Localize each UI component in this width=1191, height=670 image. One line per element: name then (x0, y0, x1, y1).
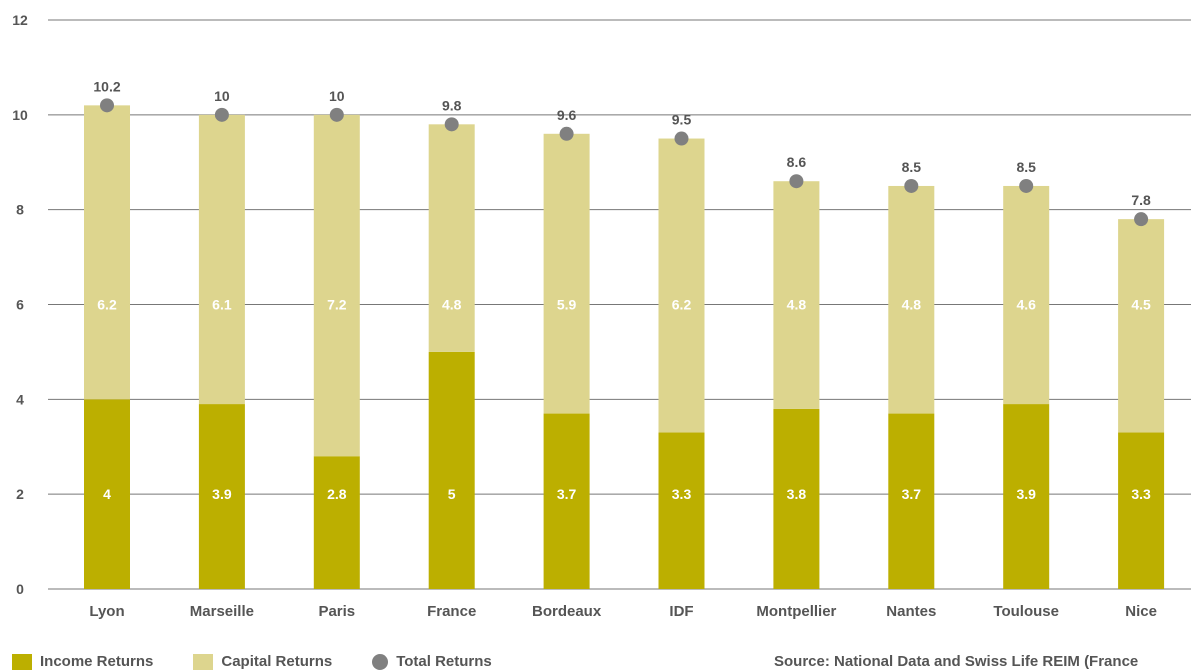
category-label: Bordeaux (532, 603, 602, 620)
total-marker (329, 107, 344, 122)
total-marker (1134, 212, 1149, 227)
total-value-label: 9.5 (672, 112, 692, 128)
capital-bar (198, 114, 245, 405)
capital-bar (428, 124, 475, 352)
total-marker (1019, 178, 1034, 193)
income-value-label: 3.8 (787, 486, 807, 502)
legend-item-income: Income Returns (12, 653, 153, 670)
income-value-label: 5 (448, 486, 456, 502)
category-label: Toulouse (993, 603, 1059, 620)
capital-value-label: 4.5 (1131, 297, 1151, 313)
income-value-label: 4 (103, 486, 111, 502)
y-tick-label: 0 (16, 581, 24, 597)
total-marker (789, 174, 804, 189)
legend-label-income: Income Returns (40, 653, 154, 670)
total-value-label: 10 (329, 88, 345, 104)
capital-swatch (193, 653, 214, 670)
capital-bar (773, 181, 820, 409)
capital-value-label: 6.2 (672, 297, 692, 313)
capital-bar (888, 185, 935, 414)
capital-value-label: 7.2 (327, 297, 347, 313)
category-label: Nice (1125, 603, 1157, 620)
income-value-label: 3.7 (902, 486, 922, 502)
y-tick-label: 4 (16, 391, 24, 407)
category-label: IDF (669, 603, 693, 620)
income-bar (888, 413, 935, 589)
y-axis-ticks: 0 2 4 6 8 10 12 (12, 12, 28, 597)
total-marker (100, 98, 114, 113)
total-marker (214, 107, 229, 122)
total-value-label: 8.6 (787, 154, 807, 170)
bars: 4 6.2 10.2 3.9 6.1 10 2.8 7.2 10 5 4.8 9.8 3.7 5.9 9.6… (84, 78, 1165, 589)
capital-value-label: 6.1 (212, 297, 232, 313)
income-value-label: 3.3 (672, 486, 692, 502)
y-tick-label: 6 (16, 297, 24, 313)
total-value-label: 9.6 (557, 107, 577, 123)
category-label: Lyon (89, 603, 124, 620)
legend: Income Returns Capital Returns Total Ret… (12, 653, 532, 670)
total-value-label: 10.2 (93, 78, 120, 94)
income-value-label: 3.9 (212, 486, 232, 502)
income-bar (198, 404, 245, 589)
legend-item-total: Total Returns (372, 653, 492, 670)
income-bar (313, 456, 360, 589)
capital-bar (658, 138, 705, 433)
total-marker (444, 117, 459, 132)
category-label: Marseille (190, 603, 254, 620)
legend-label-total: Total Returns (396, 653, 492, 670)
total-value-label: 9.8 (442, 97, 462, 113)
source-note: Source: National Data and Swiss Life REI… (774, 653, 1139, 670)
capital-value-label: 6.2 (97, 297, 117, 313)
income-value-label: 3.9 (1016, 486, 1036, 502)
total-marker (904, 178, 919, 193)
income-swatch (12, 653, 32, 670)
y-tick-label: 10 (12, 107, 28, 123)
income-value-label: 3.3 (1131, 486, 1151, 502)
total-value-label: 7.8 (1131, 192, 1151, 208)
x-axis-labels: Lyon Marseille Paris France Bordeaux IDF Montp… (89, 603, 1157, 620)
capital-value-label: 4.8 (787, 297, 807, 313)
legend-label-capital: Capital Returns (221, 653, 333, 670)
income-bar (84, 399, 130, 589)
capital-bar (1003, 185, 1050, 405)
capital-value-label: 4.8 (442, 297, 462, 313)
capital-bar (84, 105, 130, 400)
income-value-label: 2.8 (327, 486, 347, 502)
income-bar (1003, 404, 1050, 589)
category-label: Montpellier (756, 603, 836, 620)
capital-bar (313, 114, 360, 457)
category-label: Paris (318, 603, 355, 620)
income-bar (658, 432, 705, 589)
total-value-label: 8.5 (1016, 159, 1036, 175)
y-tick-label: 12 (12, 12, 28, 28)
income-value-label: 3.7 (557, 486, 577, 502)
capital-bar (543, 133, 590, 414)
total-value-label: 10 (214, 88, 230, 104)
capital-value-label: 5.9 (557, 297, 577, 313)
total-marker (559, 126, 574, 141)
y-tick-label: 2 (16, 486, 24, 502)
income-bar (1118, 432, 1165, 589)
total-marker (674, 131, 689, 146)
total-dot-icon (372, 653, 389, 670)
income-bar (543, 413, 590, 589)
category-label: France (427, 603, 476, 620)
stacked-bar-chart: 0 2 4 6 8 10 12 4 6.2 10.2 3.9 6.1 10 2.8 7.2 10 5 4.8 9.… (12, 12, 1191, 620)
capital-value-label: 4.6 (1016, 297, 1036, 313)
y-tick-label: 8 (16, 202, 24, 218)
capital-bar (1118, 219, 1165, 433)
income-bar (773, 408, 820, 589)
total-value-label: 8.5 (902, 159, 922, 175)
income-bar (428, 351, 475, 589)
category-label: Nantes (886, 603, 936, 620)
capital-value-label: 4.8 (902, 297, 922, 313)
legend-item-capital: Capital Returns (193, 653, 332, 670)
